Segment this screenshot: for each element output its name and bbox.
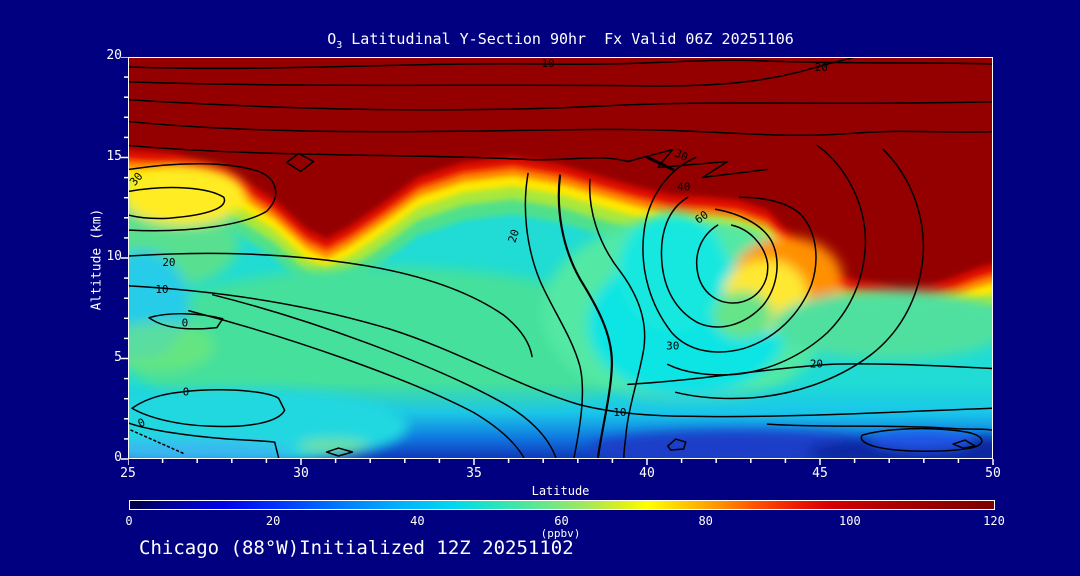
contour-label-20: 20 bbox=[815, 61, 828, 74]
bottom-blobs bbox=[129, 388, 992, 458]
x-tick-label-45: 45 bbox=[812, 466, 828, 481]
y-axis-ticks bbox=[121, 57, 128, 460]
colorbar bbox=[129, 500, 995, 510]
x-tick-label-50: 50 bbox=[985, 466, 1001, 481]
contour-0-loop bbox=[131, 389, 286, 428]
y-tick-label-20: 20 bbox=[106, 48, 122, 63]
contour-40-ring bbox=[660, 196, 778, 328]
title-subscript-3: 3 bbox=[336, 40, 343, 51]
contour-label-10: 10 bbox=[613, 406, 626, 419]
contour-top-3 bbox=[129, 99, 992, 111]
plot-area: 10 20 30 30 20 40 60 30 20 20 10 10 0 0 0 bbox=[128, 57, 993, 459]
y-tick-label-10: 10 bbox=[106, 249, 122, 264]
contour-diagonal-1 bbox=[212, 294, 557, 458]
contour-top-4 bbox=[129, 120, 992, 137]
contour-flank-3 bbox=[588, 178, 646, 458]
x-axis-label: Latitude bbox=[531, 484, 590, 498]
colorbar-units-label: (ppbv) bbox=[540, 527, 581, 540]
x-tick-label-25: 25 bbox=[120, 466, 136, 481]
contour-top-10 bbox=[129, 59, 992, 70]
contour-bottom-right-mark bbox=[952, 439, 976, 449]
x-axis-ticks bbox=[128, 459, 994, 465]
contour-30-ring bbox=[642, 156, 817, 353]
x-tick-label-35: 35 bbox=[466, 466, 482, 481]
contour-label-40: 40 bbox=[677, 180, 690, 193]
contour-label-0: 0 bbox=[136, 416, 147, 431]
contour-label-30: 30 bbox=[672, 147, 689, 164]
contour-20-right bbox=[627, 363, 992, 386]
contour-lines bbox=[129, 58, 992, 458]
bottom-right-royal-blob bbox=[870, 432, 975, 451]
contour-label-20: 20 bbox=[162, 256, 175, 269]
contour-right-ring-1 bbox=[667, 144, 867, 376]
title-o: O bbox=[327, 30, 337, 48]
x-tick-label-30: 30 bbox=[293, 466, 309, 481]
contour-diagonal-2 bbox=[188, 309, 525, 458]
contour-bottom-right-low bbox=[766, 423, 992, 431]
bottom-yellow-speck bbox=[298, 439, 369, 454]
left-yellow-pocket bbox=[129, 165, 246, 226]
contour-label-0: 0 bbox=[182, 317, 189, 330]
contour-left-30-loop bbox=[129, 162, 277, 232]
chart-title: O3 Latitudinal Y-Section 90hr Fx Valid 0… bbox=[68, 30, 1053, 51]
contour-right-ring-2 bbox=[674, 148, 925, 400]
contour-pentagon bbox=[667, 438, 687, 451]
contour-bottom-right-blob bbox=[860, 427, 983, 452]
band-940000 bbox=[129, 58, 992, 289]
colorbar-tick-label-120: 120 bbox=[983, 514, 1005, 528]
footer-station-init-text: Chicago (88°W)Initialized 12Z 20251102 bbox=[139, 537, 574, 559]
contour-negative-dotted bbox=[130, 429, 186, 455]
colorbar-tick-label-40: 40 bbox=[410, 514, 425, 528]
colorbar-tick-label-100: 100 bbox=[839, 514, 861, 528]
contour-0-lower bbox=[129, 422, 280, 458]
y-tick-label-15: 15 bbox=[106, 148, 122, 164]
x-tick-label-40: 40 bbox=[639, 466, 655, 481]
title-rest: Latitudinal Y-Section 90hr Fx Valid 06Z … bbox=[342, 30, 794, 48]
contour-flank-2 bbox=[557, 174, 613, 458]
bottom-left-lightblue bbox=[129, 440, 294, 458]
contour-label-0: 0 bbox=[183, 385, 190, 398]
contour-label-10: 10 bbox=[155, 283, 168, 296]
y-tick-label-5: 5 bbox=[114, 349, 122, 365]
contour-tiny-lens bbox=[325, 447, 354, 457]
hook-green-blob bbox=[712, 290, 773, 339]
contour-flank-1 bbox=[524, 172, 584, 458]
colorbar-tick-label-0: 0 bbox=[125, 514, 133, 528]
trough-cyan-throat bbox=[617, 212, 728, 332]
y-tick-label-0: 0 bbox=[114, 450, 122, 465]
colorbar-tick-label-60: 60 bbox=[554, 514, 569, 528]
contour-label-20: 20 bbox=[506, 228, 522, 245]
contour-diamond bbox=[285, 152, 315, 173]
contour-label-30: 30 bbox=[666, 340, 679, 353]
contour-label-10: 10 bbox=[541, 58, 554, 70]
contour-10-long bbox=[129, 285, 992, 418]
colorbar-tick-label-20: 20 bbox=[265, 514, 281, 528]
contour-60-ring bbox=[695, 224, 769, 304]
contour-left-20 bbox=[129, 252, 533, 358]
contour-small-0-loop bbox=[148, 312, 224, 330]
contour-top-20 bbox=[129, 58, 854, 87]
colorbar-tick-label-80: 80 bbox=[698, 514, 713, 528]
contour-bold-tick bbox=[646, 156, 675, 171]
contour-left-inner-loop bbox=[129, 186, 226, 220]
contour-label-20: 20 bbox=[810, 357, 823, 370]
contour-label-60: 60 bbox=[693, 208, 711, 226]
contour-top-30-zigzag bbox=[129, 144, 769, 179]
right-green-band bbox=[772, 289, 992, 360]
left-yellowgreen-accent bbox=[129, 321, 214, 372]
